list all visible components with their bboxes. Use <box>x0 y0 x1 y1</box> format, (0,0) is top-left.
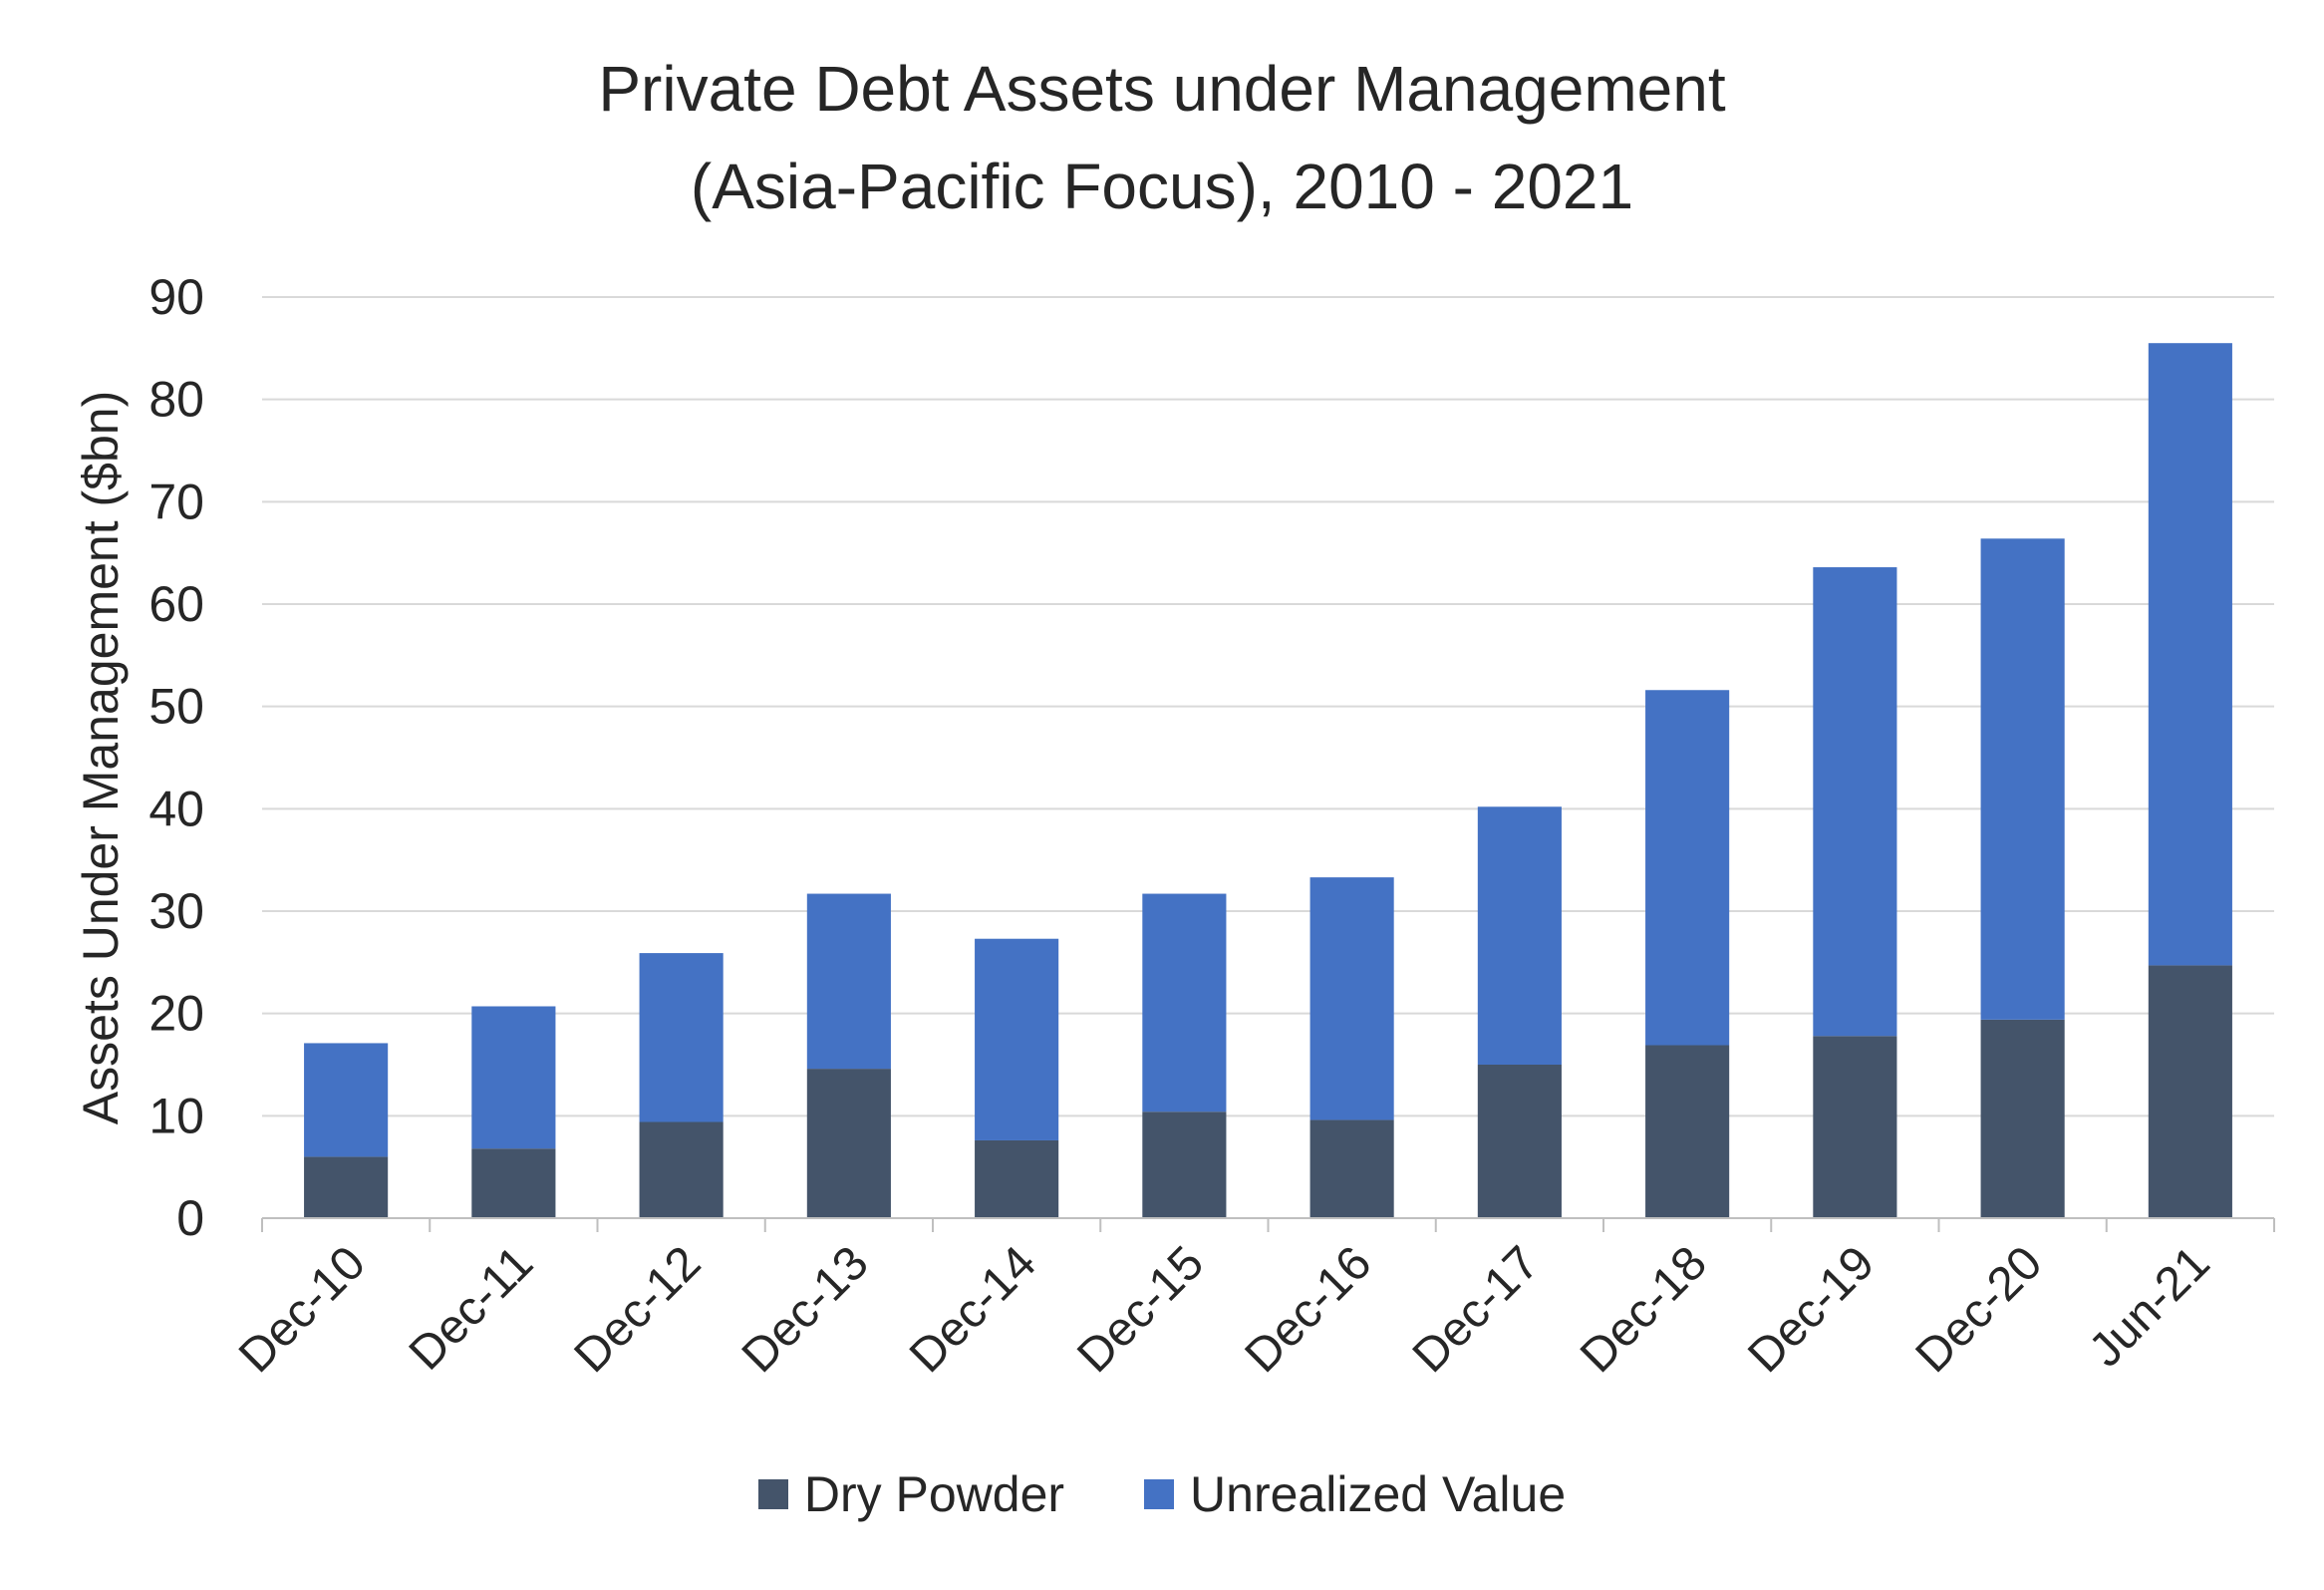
x-tick-label: Dec-11 <box>400 1236 543 1380</box>
y-tick-label: 0 <box>176 1190 204 1246</box>
bar-unrealized-value <box>975 938 1059 1140</box>
x-tick-label: Dec-13 <box>732 1236 879 1383</box>
y-tick-label: 90 <box>148 269 204 325</box>
x-tick-label: Dec-17 <box>1403 1236 1550 1383</box>
legend-label-dry-powder: Dry Powder <box>803 1466 1065 1522</box>
x-tick-label: Dec-16 <box>1236 1236 1382 1383</box>
x-tick-label: Dec-15 <box>1067 1236 1214 1383</box>
x-tick-label: Dec-10 <box>229 1236 376 1383</box>
bar-dry-powder <box>1142 1112 1227 1218</box>
bar-dry-powder <box>2148 965 2232 1218</box>
bar-dry-powder <box>471 1148 556 1218</box>
y-axis-label: Assets Under Management ($bn) <box>73 391 129 1124</box>
x-tick-label: Dec-20 <box>1906 1236 2053 1383</box>
x-tick-label: Dec-18 <box>1571 1236 1717 1383</box>
x-tick-label: Jun-21 <box>2079 1236 2219 1377</box>
legend-label-unrealized-value: Unrealized Value <box>1190 1466 1567 1522</box>
y-tick-label: 30 <box>148 883 204 939</box>
bar-dry-powder <box>639 1121 724 1218</box>
chart-title-line-1: Private Debt Assets under Management <box>598 53 1726 125</box>
bars <box>304 343 2232 1218</box>
chart-title-line-2: (Asia-Pacific Focus), 2010 - 2021 <box>690 151 1634 222</box>
y-tick-label: 70 <box>148 474 204 529</box>
bar-dry-powder <box>975 1139 1059 1218</box>
bar-unrealized-value <box>304 1043 389 1157</box>
bar-unrealized-value <box>471 1006 556 1149</box>
y-tick-label: 80 <box>148 372 204 428</box>
legend-swatch-dry-powder <box>757 1479 788 1509</box>
x-tick-label: Dec-19 <box>1738 1236 1885 1383</box>
gridlines <box>262 296 2274 1117</box>
bar-unrealized-value <box>2148 343 2232 966</box>
y-tick-label: 50 <box>148 679 204 735</box>
bar-unrealized-value <box>1142 893 1227 1113</box>
bar-unrealized-value <box>1813 567 1897 1037</box>
legend-item-dry-powder: Dry Powder <box>757 1465 1065 1523</box>
x-tick-label: Dec-14 <box>900 1236 1046 1383</box>
bar-dry-powder <box>806 1069 891 1218</box>
bar-unrealized-value <box>806 893 891 1070</box>
bar-unrealized-value <box>1477 806 1562 1065</box>
bar-unrealized-value <box>639 953 724 1122</box>
bar-dry-powder <box>1477 1065 1562 1218</box>
bar-dry-powder <box>1645 1045 1730 1218</box>
bar-unrealized-value <box>1645 690 1730 1046</box>
legend-item-unrealized-value: Unrealized Value <box>1144 1465 1566 1523</box>
y-tick-label: 60 <box>148 576 204 632</box>
y-tick-label: 40 <box>148 781 204 836</box>
bar-dry-powder <box>1309 1119 1394 1218</box>
bar-dry-powder <box>304 1156 389 1218</box>
legend: Dry Powder Unrealized Value <box>0 1465 2324 1523</box>
bar-unrealized-value <box>1980 538 2065 1020</box>
bar-dry-powder <box>1813 1036 1897 1218</box>
bar-unrealized-value <box>1309 877 1394 1120</box>
legend-swatch-unrealized-value <box>1144 1479 1175 1509</box>
y-tick-label: 20 <box>148 986 204 1042</box>
bar-dry-powder <box>1980 1019 2065 1218</box>
x-tick-label: Dec-12 <box>565 1236 712 1383</box>
y-tick-label: 10 <box>148 1088 204 1143</box>
